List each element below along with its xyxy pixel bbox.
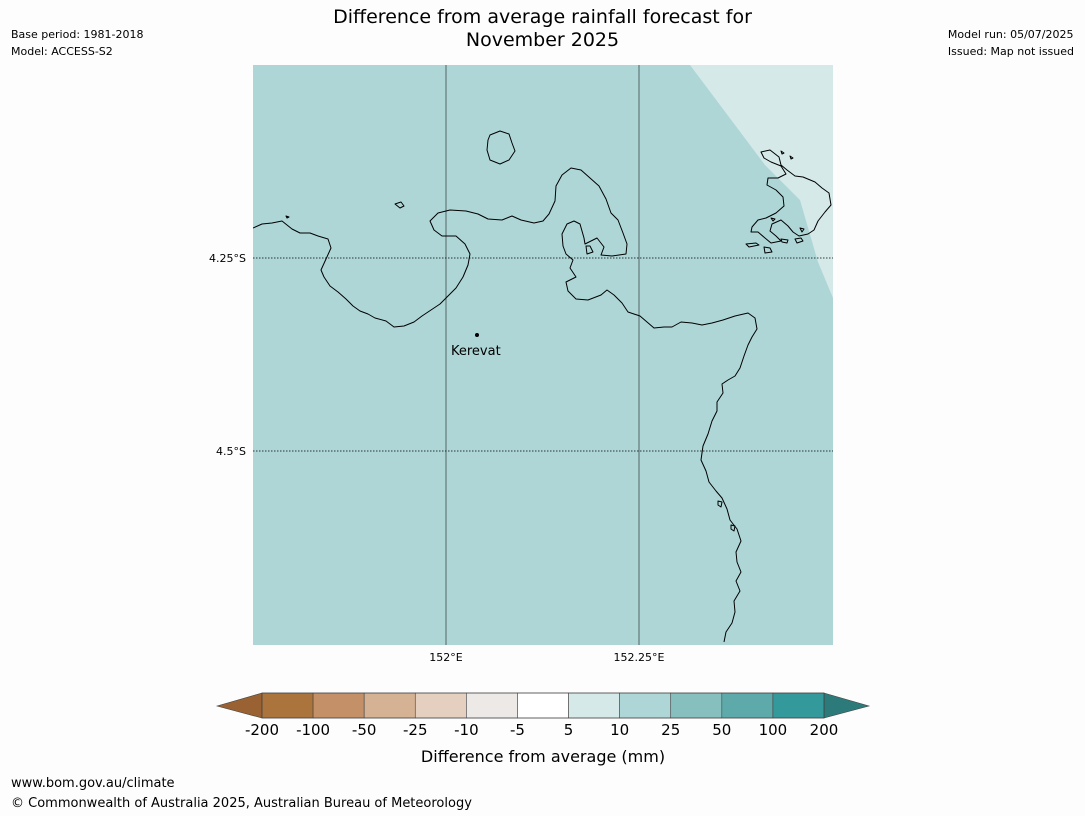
colorbar-extend-low <box>215 692 263 719</box>
colorbar-bin <box>517 692 569 719</box>
map-title: Difference from average rainfall forecas… <box>0 6 1085 52</box>
metadata-right: Model run: 05/07/2025 Issued: Map not is… <box>948 26 1074 60</box>
colorbar-tick-label: 25 <box>661 721 680 739</box>
colorbar-bin <box>568 692 620 719</box>
colorbar-tick-label: 200 <box>810 721 839 739</box>
title-line-1: Difference from average rainfall forecas… <box>333 6 752 28</box>
colorbar-tick-label: -100 <box>296 721 330 739</box>
colorbar-bin <box>261 692 314 719</box>
colorbar-bin <box>619 692 672 719</box>
colorbar-tick-label: -200 <box>245 721 279 739</box>
lat-tick-label: 4.5°S <box>216 445 246 458</box>
lon-tick-label: 152.25°E <box>614 651 665 664</box>
lat-tick-label: 4.25°S <box>209 252 246 265</box>
colorbar: -200 -100 -50 -25 -10 -5 5 10 25 50 100 200 Differe… <box>215 692 871 766</box>
colorbar-tick-label: 10 <box>610 721 629 739</box>
colorbar-tick-label: -5 <box>510 721 525 739</box>
colorbar-bin <box>414 692 467 719</box>
rainfall-field-main <box>253 65 833 645</box>
kerevat-label: Kerevat <box>451 344 501 359</box>
model-text: Model: ACCESS-S2 <box>11 45 113 58</box>
colorbar-extend-high <box>823 692 871 719</box>
coastline <box>253 130 832 643</box>
colorbar-tick-label: 100 <box>759 721 788 739</box>
colorbar-outline <box>261 692 825 719</box>
colorbar-tick-label: -25 <box>403 721 428 739</box>
colorbar-tick-label: -50 <box>352 721 377 739</box>
title-line-2: November 2025 <box>465 29 620 51</box>
rainfall-field-light <box>690 65 833 298</box>
colorbar-tick-label: 5 <box>564 721 574 739</box>
colorbar-bin <box>312 692 365 719</box>
lon-tick-label: 152°E <box>429 651 462 664</box>
colorbar-tick-label: 50 <box>712 721 731 739</box>
kerevat-marker <box>475 333 479 337</box>
colorbar-bin <box>670 692 723 719</box>
map-panel: Kerevat <box>253 65 833 645</box>
colorbar-bin <box>772 692 825 719</box>
colorbar-bin <box>363 692 416 719</box>
footer-copyright: © Commonwealth of Australia 2025, Austra… <box>11 796 472 811</box>
model-run-text: Model run: 05/07/2025 <box>947 28 1074 41</box>
colorbar-tick-label: -10 <box>454 721 479 739</box>
footer-url: www.bom.gov.au/climate <box>11 776 175 791</box>
issued-text: Issued: Map not issued <box>947 45 1074 58</box>
colorbar-bin <box>466 692 518 719</box>
metadata-left: Base period: 1981-2018 Model: ACCESS-S2 <box>11 26 143 60</box>
base-period-text: Base period: 1981-2018 <box>11 28 144 41</box>
colorbar-bin <box>721 692 774 719</box>
colorbar-title: Difference from average (mm) <box>421 747 665 766</box>
